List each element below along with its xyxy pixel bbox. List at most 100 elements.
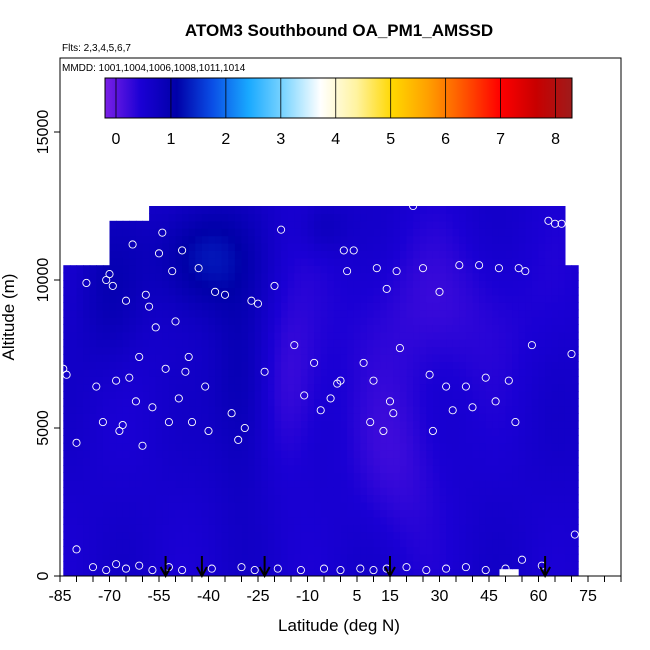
field-cell (96, 479, 104, 488)
field-cell (135, 331, 144, 340)
field-cell (472, 479, 480, 488)
field-cell (432, 420, 441, 429)
field-cell (531, 465, 540, 473)
field-cell (340, 457, 348, 466)
field-cell (472, 524, 480, 533)
field-cell (261, 287, 269, 296)
field-cell (399, 398, 408, 407)
field-cell (320, 257, 328, 266)
field-cell (380, 272, 388, 281)
field-cell (452, 235, 460, 244)
field-cell (505, 465, 513, 473)
field-cell (498, 361, 507, 370)
field-cell (195, 531, 203, 540)
field-cell (294, 287, 302, 296)
field-cell (518, 346, 526, 355)
field-cell (498, 280, 507, 288)
field-cell (241, 213, 249, 222)
field-cell (512, 487, 520, 496)
field-cell (518, 450, 526, 459)
field-cell (492, 339, 500, 348)
field-cell (413, 376, 421, 385)
field-cell (333, 213, 342, 222)
field-cell (182, 553, 190, 562)
field-cell (512, 339, 520, 348)
field-cell (122, 457, 130, 466)
field-cell (76, 287, 84, 296)
field-cell (83, 376, 91, 385)
field-cell (135, 272, 144, 281)
field-cell (432, 531, 441, 540)
field-cell (538, 339, 546, 348)
field-cell (307, 383, 315, 392)
field-cell (413, 435, 421, 444)
sample-point (234, 435, 243, 444)
field-cell (564, 368, 573, 377)
field-cell (439, 272, 447, 281)
field-cell (406, 524, 414, 533)
sample-point (511, 418, 520, 427)
field-cell (426, 450, 434, 459)
field-cell (492, 568, 500, 576)
field-cell (63, 420, 71, 429)
field-cell (254, 413, 262, 422)
field-cell (333, 250, 342, 259)
field-cell (201, 302, 210, 311)
field-cell (545, 450, 553, 459)
field-cell (531, 428, 540, 436)
field-cell (551, 309, 559, 318)
field-cell (122, 294, 130, 303)
field-cell (551, 354, 559, 362)
field-cell (340, 509, 348, 518)
field-cell (135, 361, 144, 370)
field-cell (241, 235, 249, 244)
field-cell (558, 354, 566, 362)
field-cell (452, 420, 460, 429)
field-cell (432, 265, 441, 274)
field-cell (149, 220, 157, 229)
field-cell (439, 479, 447, 488)
field-cell (327, 435, 335, 444)
field-cell (287, 561, 295, 570)
field-cell (287, 420, 295, 429)
field-cell (333, 420, 342, 429)
field-cell (538, 428, 546, 436)
field-cell (182, 531, 190, 540)
field-cell (175, 428, 183, 436)
field-cell (122, 435, 130, 444)
field-cell (234, 509, 243, 518)
field-cell (168, 302, 177, 311)
field-cell (446, 368, 454, 377)
field-cell (109, 561, 117, 570)
field-cell (419, 502, 427, 510)
field-cell (215, 450, 223, 459)
field-cell (195, 494, 203, 503)
field-cell (340, 354, 348, 362)
field-cell (274, 235, 282, 244)
field-cell (142, 457, 150, 466)
field-cell (432, 331, 441, 340)
field-cell (149, 243, 157, 251)
field-cell (386, 539, 394, 547)
field-cell (498, 391, 507, 399)
sample-point (201, 382, 210, 391)
field-cell (347, 213, 355, 222)
field-cell (116, 309, 124, 318)
field-cell (274, 457, 282, 466)
field-cell (525, 435, 533, 444)
field-cell (175, 243, 183, 251)
field-cell (89, 324, 97, 333)
field-cell (551, 487, 559, 496)
field-cell (116, 546, 124, 555)
x-tick-label: 45 (480, 588, 498, 605)
field-cell (538, 302, 546, 311)
field-cell (564, 561, 573, 570)
sample-point (372, 264, 381, 273)
field-cell (63, 457, 71, 466)
field-cell (188, 516, 196, 525)
x-tick-label: -10 (296, 588, 319, 605)
field-cell (182, 391, 190, 399)
field-cell (168, 457, 177, 466)
field-cell (274, 479, 282, 488)
field-cell (155, 487, 163, 496)
